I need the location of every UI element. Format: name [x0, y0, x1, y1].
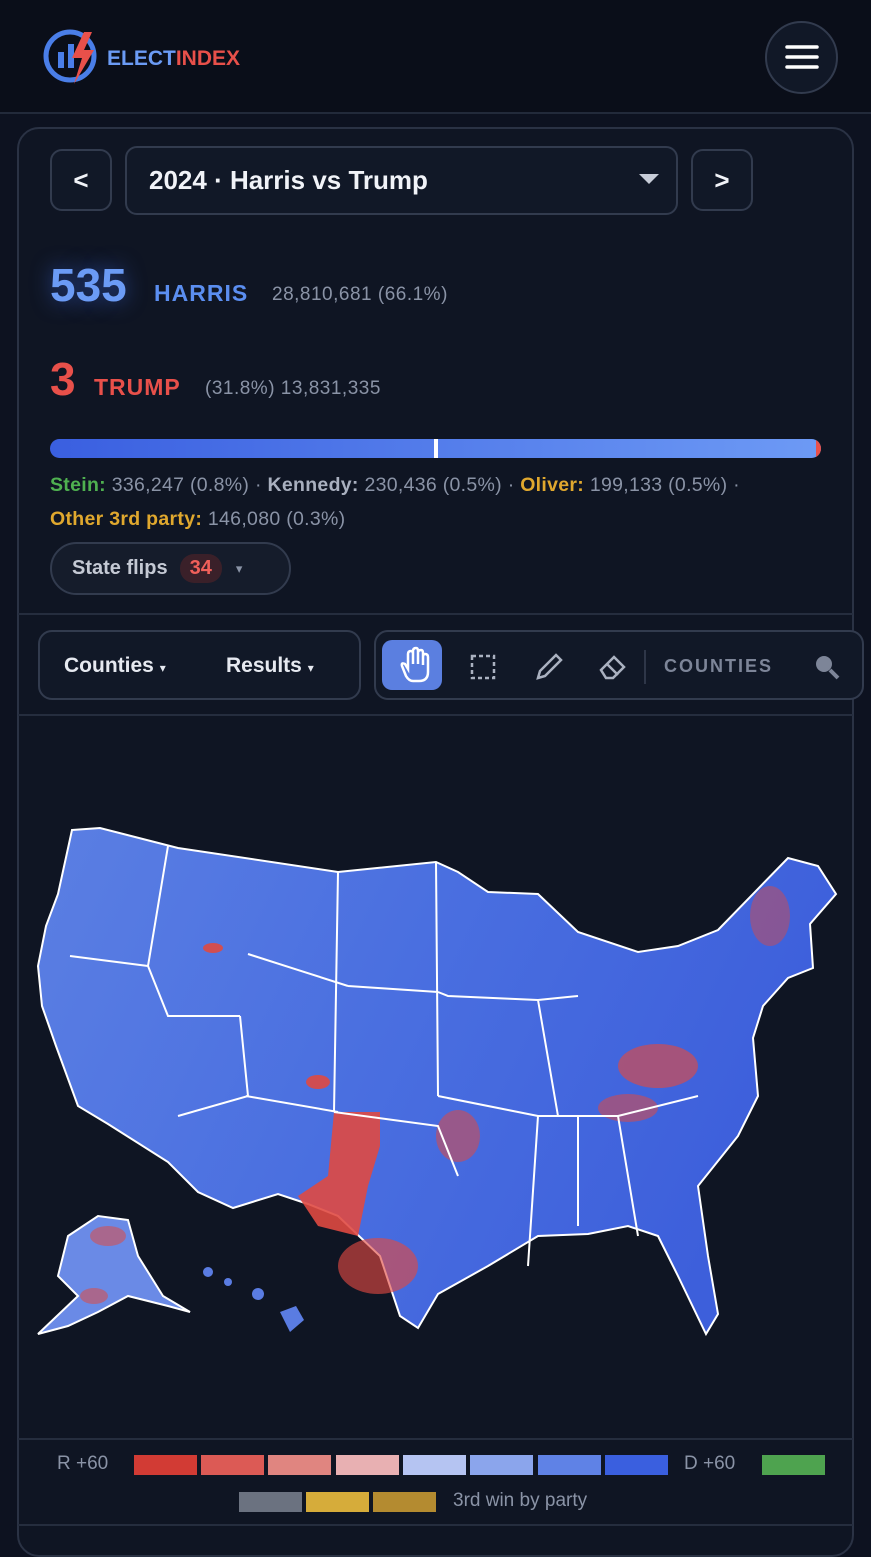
- legend-swatch: [373, 1492, 436, 1512]
- legend-swatch: [306, 1492, 369, 1512]
- mode-label: Results: [226, 654, 302, 677]
- caret: ▾: [159, 661, 166, 675]
- caret: ▾: [235, 560, 243, 576]
- trump-popular: (31.8%) 13,831,335: [205, 378, 381, 399]
- menu-icon: [785, 45, 819, 69]
- hand-icon: [400, 646, 430, 683]
- harris-popular: 28,810,681 (66.1%): [272, 284, 448, 305]
- other-value: 146,080 (0.3%): [207, 508, 346, 530]
- erase-tool[interactable]: [598, 652, 628, 682]
- vote-bar-trump: [816, 439, 821, 458]
- menu-button[interactable]: [765, 21, 838, 94]
- mode-button[interactable]: Results ▾: [226, 654, 314, 678]
- view-group: Counties ▾ Results ▾: [38, 630, 361, 700]
- oliver-value: 199,133 (0.5%): [589, 474, 728, 496]
- divider: [18, 1524, 853, 1526]
- legend-swatch: [762, 1455, 825, 1475]
- header: ELECTINDEX: [0, 0, 871, 114]
- divider: [18, 1438, 853, 1440]
- logo-a: ELECT: [107, 47, 176, 70]
- legend-swatch: [268, 1455, 331, 1475]
- vote-bar: [50, 439, 821, 458]
- state-flips-button[interactable]: State flips 34 ▾: [50, 542, 291, 595]
- divider: [18, 714, 853, 716]
- caret: ▾: [307, 661, 314, 675]
- alaska: [37, 1214, 191, 1335]
- election-select[interactable]: 2024 · Harris vs Trump: [125, 146, 678, 215]
- oliver-label: Oliver:: [520, 474, 585, 496]
- other-label: Other 3rd party:: [50, 508, 203, 530]
- next-button[interactable]: >: [691, 149, 753, 211]
- dropdown-arrow: [639, 174, 659, 184]
- logo-text: ELECTINDEX: [107, 47, 240, 71]
- us-map[interactable]: [18, 716, 853, 1436]
- legend-swatch: [538, 1455, 601, 1475]
- tool-divider: [644, 650, 646, 684]
- hawaii: [203, 1267, 304, 1332]
- legend-right: D +60: [684, 1453, 736, 1474]
- state-borders: [69, 845, 699, 1267]
- state-flips-count: 34: [179, 554, 222, 583]
- logo-b: INDEX: [175, 47, 241, 70]
- trump-ev: 3: [50, 353, 76, 405]
- vote-bar-midpoint: [434, 439, 438, 458]
- draw-tool[interactable]: [534, 652, 564, 682]
- pan-tool[interactable]: [382, 640, 442, 690]
- harris-name: HARRIS: [154, 280, 249, 306]
- legend-third: 3rd win by party: [453, 1490, 588, 1511]
- legend-swatch: [403, 1455, 466, 1475]
- separator: ·: [507, 474, 515, 496]
- stein-value: 336,247 (0.8%): [111, 474, 250, 496]
- legend-swatch: [470, 1455, 533, 1475]
- logo-icon: [43, 29, 97, 84]
- kennedy-value: 230,436 (0.5%): [364, 474, 502, 496]
- layer-label: COUNTIES: [664, 656, 774, 676]
- prev-button[interactable]: <: [50, 149, 112, 211]
- kennedy-label: Kennedy:: [267, 474, 359, 496]
- third-party-line: Stein: 336,247 (0.8%) · Kennedy: 230,436…: [50, 468, 780, 536]
- search-icon[interactable]: [812, 652, 842, 682]
- separator: ·: [733, 474, 740, 496]
- trump-name: TRUMP: [94, 374, 181, 400]
- legend-swatch: [336, 1455, 399, 1475]
- select-tool[interactable]: [470, 654, 498, 682]
- legend-swatch: [605, 1455, 668, 1475]
- view-button[interactable]: Counties ▾: [64, 654, 166, 678]
- view-label: Counties: [64, 654, 154, 677]
- divider: [18, 613, 853, 615]
- legend-swatch: [201, 1455, 264, 1475]
- legend-swatch: [239, 1492, 302, 1512]
- harris-ev: 535: [50, 259, 127, 311]
- tool-group: COUNTIES: [374, 630, 864, 700]
- red-counties: [80, 886, 790, 1304]
- legend-left: R +60: [57, 1453, 109, 1474]
- state-flips-label: State flips: [72, 557, 168, 579]
- legend-swatch: [134, 1455, 197, 1475]
- election-label: 2024 · Harris vs Trump: [149, 165, 428, 195]
- separator: ·: [254, 474, 262, 496]
- stein-label: Stein:: [50, 474, 106, 496]
